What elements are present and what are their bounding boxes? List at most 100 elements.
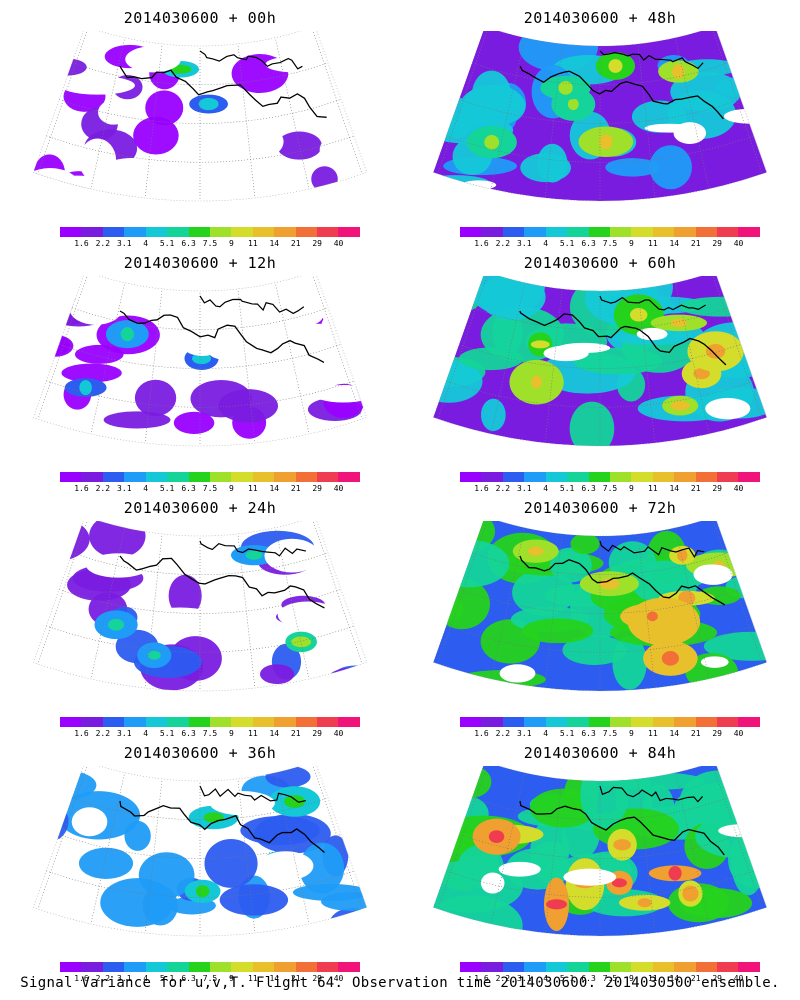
colorbar-ticks: 1.6 2.2 3.1 4 5.1 6.3 7.5 9 11 14 21 29 40 (60, 974, 360, 984)
colorbar-swatch (252, 717, 275, 727)
colorbar-swatch (481, 227, 503, 237)
figure-caption: Signal Variance for u,v,T. Flight 64. Ob… (20, 975, 780, 991)
colorbar-tick-label: 14 (269, 239, 280, 248)
colorbar-swatch (631, 472, 653, 482)
panel-title: 2014030600 + 12h (123, 254, 277, 272)
colorbar-tick-label: 7.5 (202, 484, 218, 493)
colorbar-tick-label: 7.5 (602, 484, 618, 493)
colorbar-tick-label: 3.1 (517, 484, 532, 493)
colorbar-tick-label: 40 (733, 974, 744, 983)
colorbar-tick-label: 4 (143, 239, 149, 248)
map-panel: 2014030600 + 48h 1.6 2.2 3.1 4 5.1 6.3 7.5 9 11 14… (400, 5, 800, 250)
colorbar-tick-label: 6.3 (581, 484, 596, 493)
colorbar-tick-label: 2.2 (495, 974, 511, 983)
colorbar-tick-label: 3.1 (517, 239, 532, 248)
colorbar-swatch (695, 962, 718, 972)
colorbar-tick-label: 40 (333, 974, 344, 983)
colorbar-swatch (167, 962, 189, 972)
colorbar-swatch (102, 962, 125, 972)
colorbar-swatch (145, 717, 168, 727)
colorbar-swatch (567, 962, 589, 972)
colorbar-ticks: 1.6 2.2 3.1 4 5.1 6.3 7.5 9 11 14 21 29 40 (60, 484, 360, 494)
colorbar-swatch (124, 227, 146, 237)
colorbar-swatch (338, 962, 360, 972)
colorbar-tick-label: 9 (229, 239, 234, 248)
colorbar-tick-label: 2.2 (495, 729, 511, 738)
colorbar-tick-label: 14 (269, 729, 280, 738)
colorbar-swatch (167, 717, 189, 727)
colorbar-tick-label: 21 (290, 484, 301, 493)
colorbar-swatch (167, 227, 189, 237)
colorbar-swatch (60, 962, 82, 972)
colorbar-swatch (338, 227, 360, 237)
colorbar-swatch (695, 472, 718, 482)
colorbar-swatch (588, 717, 610, 727)
colorbar-tick-label: 2.2 (95, 729, 111, 738)
colorbar-swatch (317, 227, 339, 237)
colorbar-swatch (717, 227, 739, 237)
colorbar-swatch (231, 962, 253, 972)
colorbar-swatch (231, 227, 253, 237)
colorbar-tick-label: 6.3 (581, 239, 596, 248)
colorbar-swatch (588, 227, 610, 237)
colorbar-swatch (738, 717, 760, 727)
panel-title: 2014030600 + 24h (123, 499, 277, 517)
colorbar-tick-label: 3.1 (117, 484, 132, 493)
colorbar (60, 227, 360, 237)
colorbar-swatch (274, 227, 296, 237)
colorbar-swatch (124, 472, 146, 482)
variance-map (20, 521, 380, 693)
colorbar-tick-label: 11 (648, 239, 658, 248)
colorbar-swatch (188, 227, 210, 237)
colorbar-tick-label: 3.1 (117, 974, 132, 983)
colorbar-tick-label: 5.1 (559, 729, 575, 738)
colorbar-tick-label: 11 (248, 974, 258, 983)
colorbar-tick-label: 9 (629, 729, 634, 738)
colorbar-tick-label: 1.6 (474, 729, 489, 738)
colorbar-swatch (145, 472, 168, 482)
colorbar-tick-label: 9 (629, 974, 634, 983)
colorbar-tick-label: 11 (248, 729, 258, 738)
colorbar (460, 962, 760, 972)
colorbar-swatch (102, 227, 125, 237)
colorbar-tick-label: 6.3 (181, 484, 196, 493)
colorbar-tick-label: 9 (229, 974, 234, 983)
map-panel: 2014030600 + 72h 1.6 2.2 3.1 4 5.1 6.3 7.5 9 11 14… (400, 495, 800, 740)
colorbar-tick-label: 4 (543, 484, 549, 493)
variance-map (20, 766, 380, 938)
colorbar-swatch (609, 472, 632, 482)
colorbar-tick-label: 4 (543, 729, 549, 738)
colorbar-tick-label: 11 (648, 484, 658, 493)
colorbar-tick-label: 3.1 (117, 729, 132, 738)
colorbar-swatch (567, 717, 589, 727)
colorbar-tick-label: 14 (669, 974, 680, 983)
colorbar-swatch (524, 962, 546, 972)
colorbar-swatch (231, 717, 253, 727)
colorbar (460, 227, 760, 237)
colorbar-tick-label: 1.6 (474, 974, 489, 983)
colorbar-swatch (609, 962, 632, 972)
colorbar-swatch (567, 227, 589, 237)
colorbar (60, 472, 360, 482)
colorbar-swatch (502, 472, 525, 482)
colorbar-swatch (502, 717, 525, 727)
colorbar-tick-label: 5.1 (559, 484, 575, 493)
colorbar-swatch (545, 717, 568, 727)
colorbar-tick-label: 4 (543, 239, 549, 248)
colorbar-swatch (145, 962, 168, 972)
colorbar-swatch (652, 962, 675, 972)
colorbar-swatch (295, 227, 318, 237)
colorbar-tick-label: 11 (648, 974, 658, 983)
colorbar-tick-label: 2.2 (95, 974, 111, 983)
colorbar-swatch (609, 227, 632, 237)
colorbar-swatch (674, 717, 696, 727)
colorbar-tick-label: 21 (690, 729, 701, 738)
colorbar-swatch (717, 962, 739, 972)
colorbar-swatch (524, 472, 546, 482)
map-panel: 2014030600 + 24h 1.6 2.2 3.1 4 5.1 6.3 7.5 9 11 14… (0, 495, 400, 740)
colorbar-tick-label: 9 (229, 729, 234, 738)
colorbar-tick-label: 40 (333, 729, 344, 738)
colorbar-swatch (102, 472, 125, 482)
panel-title: 2014030600 + 00h (123, 9, 277, 27)
colorbar-tick-label: 9 (629, 484, 634, 493)
